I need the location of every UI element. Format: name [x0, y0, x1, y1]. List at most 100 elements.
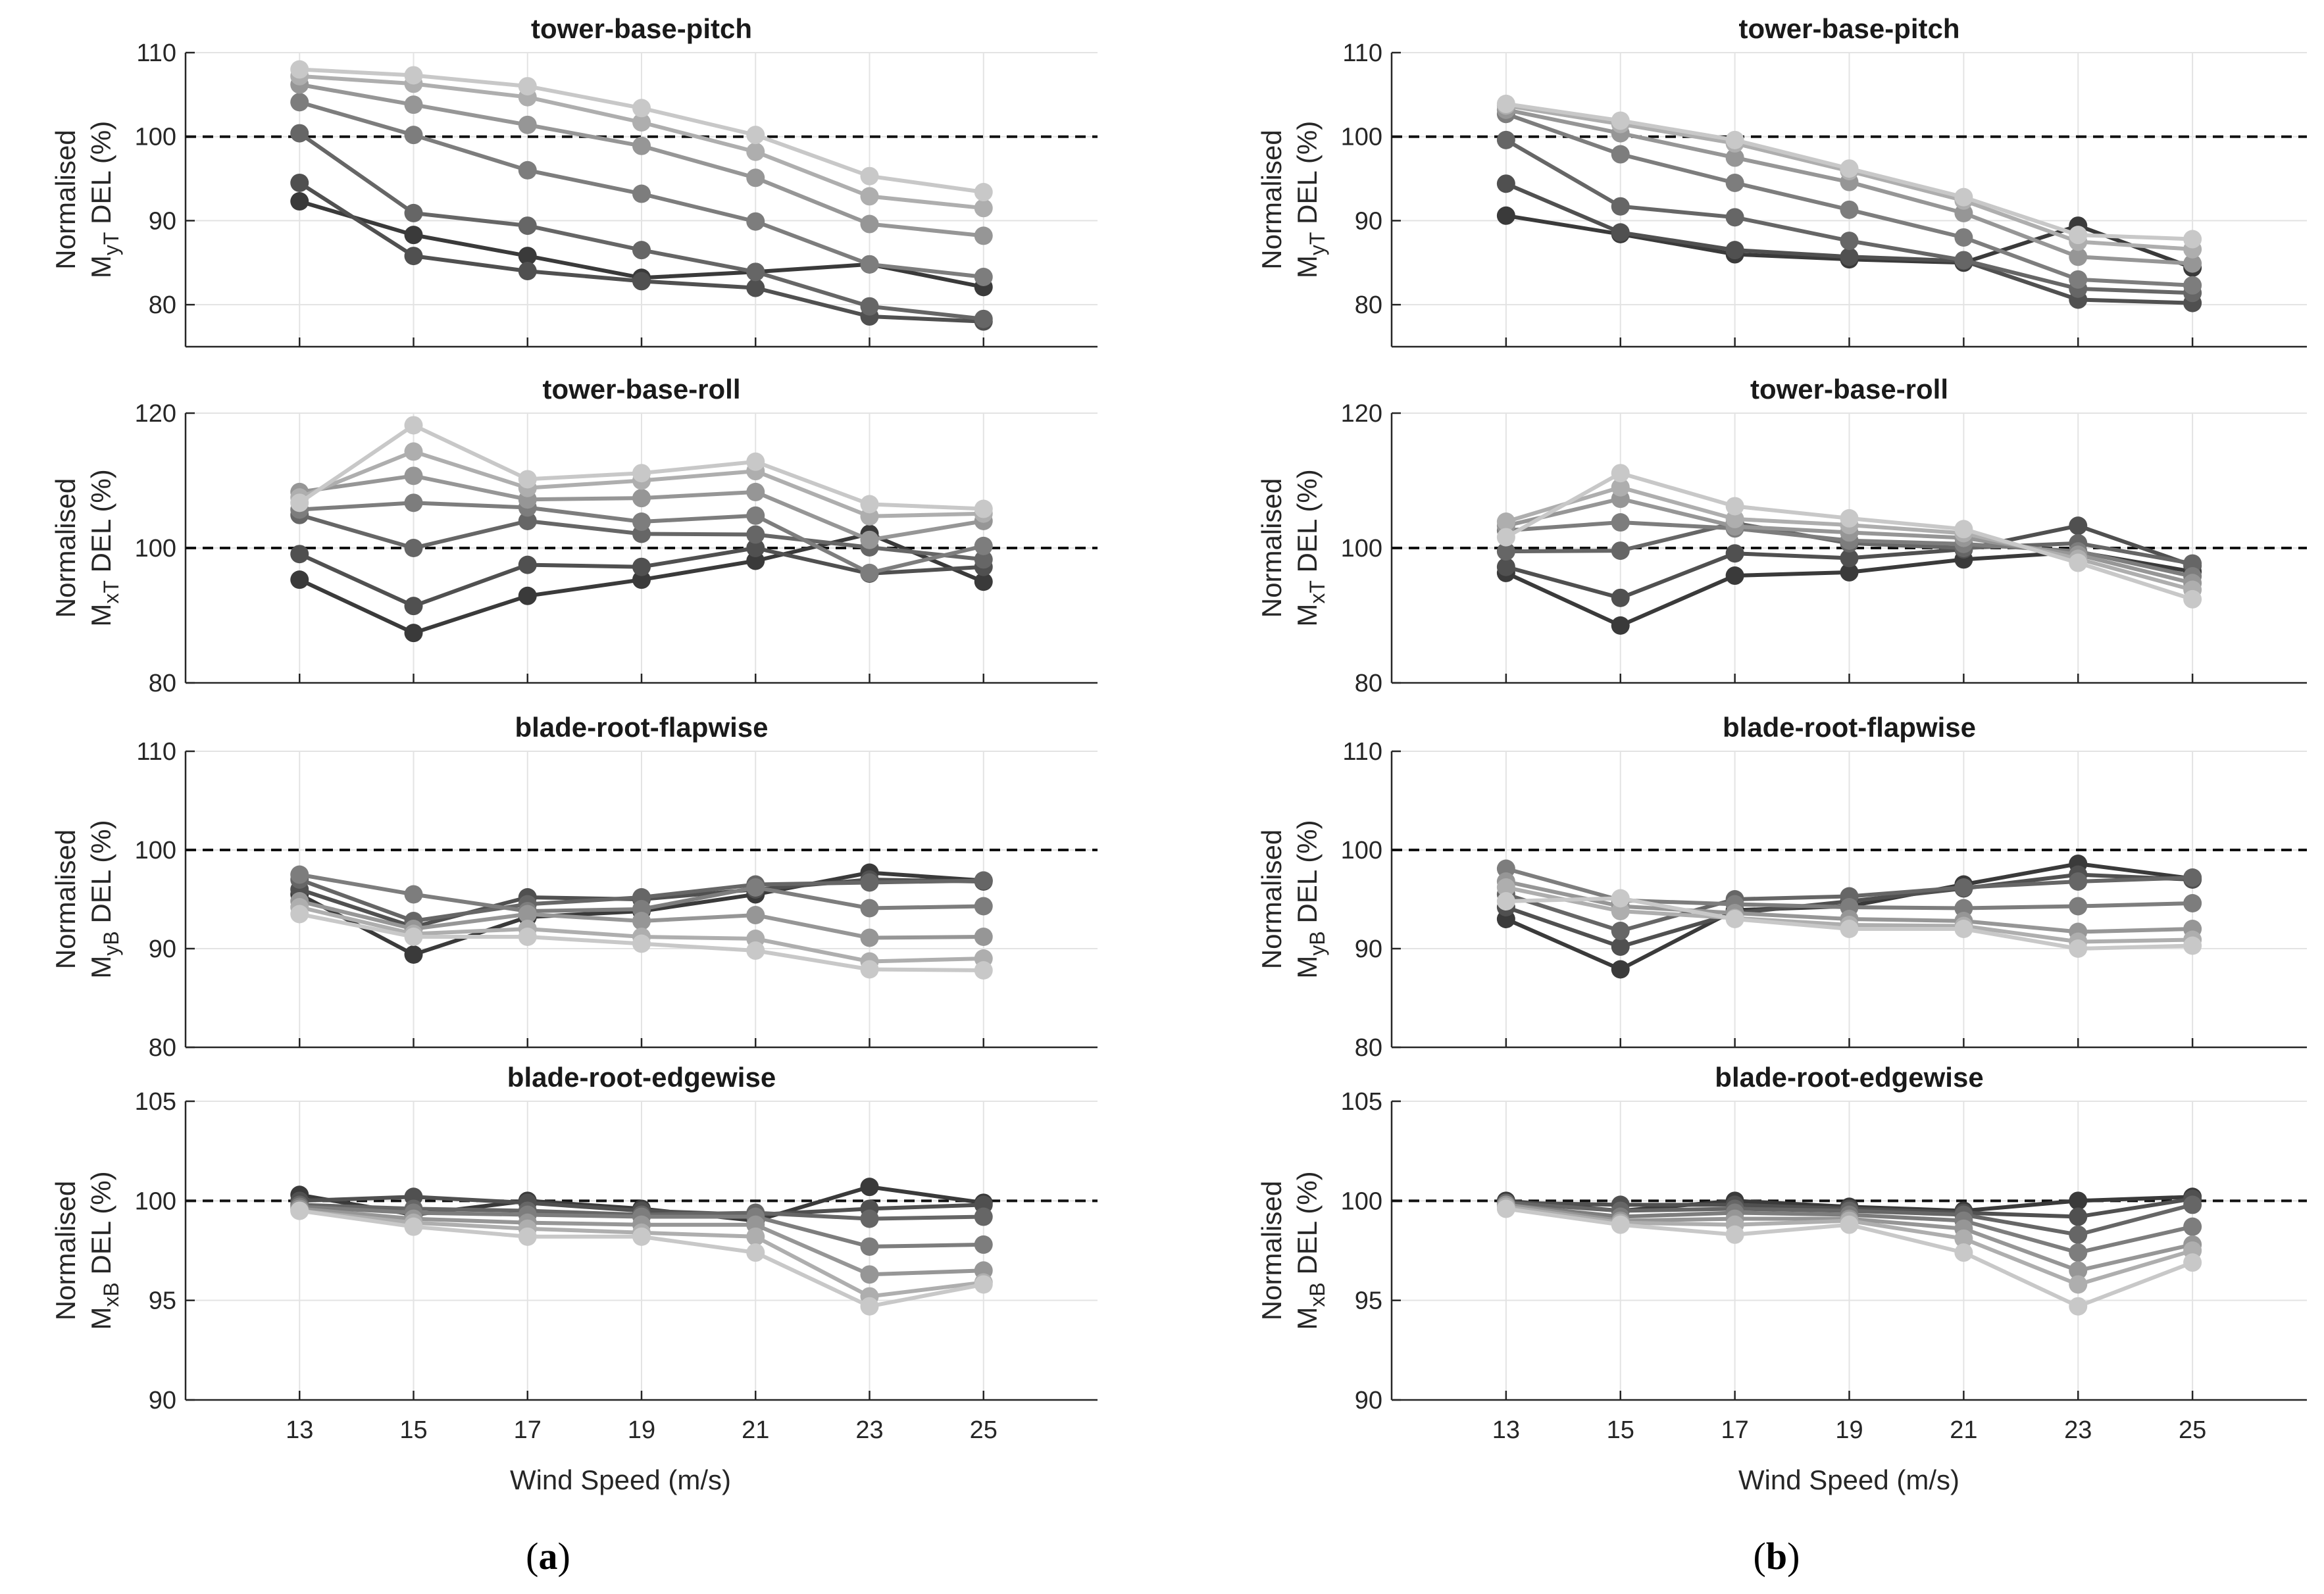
- data-point-s7: [290, 60, 309, 79]
- data-point-s5: [746, 482, 765, 501]
- y-tick-label: 110: [1342, 39, 1382, 67]
- x-axis-label-a: Wind Speed (m/s): [510, 1464, 731, 1495]
- y-tick-label: 105: [1341, 1088, 1382, 1116]
- data-point-s6: [404, 442, 423, 461]
- y-tick-label: 80: [1355, 670, 1382, 697]
- y-axis-label: Normalised MxB DEL (%): [50, 1171, 123, 1330]
- data-point-s4: [860, 1237, 879, 1256]
- data-point-s2: [1725, 544, 1744, 563]
- data-point-s1: [632, 570, 651, 589]
- data-point-s7: [1954, 187, 1973, 207]
- data-point-s3: [1725, 208, 1744, 227]
- y-tick-label: 80: [1355, 1034, 1382, 1062]
- data-point-s6: [860, 187, 879, 206]
- data-point-s7: [1611, 1215, 1630, 1234]
- data-point-s1: [290, 570, 309, 589]
- data-point-s5: [974, 226, 993, 245]
- data-point-s5: [746, 168, 765, 187]
- x-tick-label: 15: [1607, 1416, 1634, 1444]
- data-point-s6: [1611, 902, 1630, 920]
- y-axis-label: Normalised MxB DEL (%): [1256, 1171, 1329, 1330]
- data-point-s6: [632, 113, 651, 132]
- data-point-s2: [1725, 241, 1744, 260]
- data-point-s3: [746, 262, 765, 282]
- caption-a: (a): [526, 1535, 570, 1578]
- y-tick-label: 120: [135, 400, 176, 428]
- data-point-s4: [746, 878, 765, 897]
- data-point-s7: [2183, 589, 2202, 609]
- data-point-s6: [1611, 478, 1630, 497]
- data-point-s7: [860, 495, 879, 514]
- data-point-s4: [974, 1235, 993, 1254]
- data-point-s4: [2069, 1243, 2088, 1262]
- data-point-s4: [1954, 228, 1973, 247]
- data-point-s5: [860, 928, 879, 947]
- y-tick-label: 90: [149, 207, 176, 235]
- data-point-s2: [404, 247, 423, 266]
- data-point-s7: [1496, 528, 1515, 547]
- data-point-s2: [2069, 1207, 2088, 1226]
- data-point-s6: [2069, 1275, 2088, 1294]
- data-point-s1: [404, 945, 423, 964]
- y-axis-label: Normalised MyT DEL (%): [50, 121, 123, 278]
- data-point-s3: [2069, 872, 2088, 891]
- data-point-s7: [2183, 230, 2202, 249]
- x-tick-label: 21: [1950, 1416, 1977, 1444]
- data-point-s7: [404, 416, 423, 435]
- data-point-s3: [2183, 1195, 2202, 1214]
- data-point-s2: [518, 555, 537, 574]
- data-point-s7: [2069, 553, 2088, 572]
- x-tick-label: 13: [1492, 1416, 1520, 1444]
- data-point-s3: [518, 216, 537, 236]
- data-point-s7: [1725, 130, 1744, 149]
- data-point-s6: [1496, 878, 1515, 897]
- data-point-s6: [746, 142, 765, 161]
- data-point-s5: [518, 905, 537, 924]
- panel-b-tower-base-roll: 80 100 120 tower-base-roll Normalised MxT DEL…: [1256, 374, 2307, 697]
- data-point-s7: [974, 183, 993, 202]
- data-point-s7: [1725, 910, 1744, 928]
- data-point-s3: [860, 873, 879, 892]
- y-tick-label: 95: [1355, 1287, 1382, 1315]
- data-point-s3: [1840, 232, 1859, 251]
- data-point-s7: [518, 928, 537, 946]
- panel-title: tower-base-pitch: [531, 13, 752, 44]
- data-point-s1: [518, 586, 537, 605]
- y-tick-label: 80: [1355, 291, 1382, 319]
- data-point-s7: [1496, 94, 1515, 113]
- data-point-s2: [1611, 223, 1630, 242]
- data-point-s2: [1611, 937, 1630, 956]
- data-point-s6: [1725, 509, 1744, 528]
- data-point-s7: [974, 1275, 993, 1294]
- data-point-s7: [1840, 509, 1859, 528]
- data-point-s4: [746, 212, 765, 231]
- data-point-s4: [1840, 200, 1859, 219]
- data-point-s1: [518, 247, 537, 266]
- data-point-s1: [1840, 562, 1859, 582]
- data-point-s4: [1725, 173, 1744, 192]
- data-point-s6: [1954, 1229, 1973, 1248]
- data-point-s4: [1611, 513, 1630, 532]
- y-tick-label: 95: [149, 1287, 176, 1315]
- panel-b-blade-root-edgewise: 90 95 100 105 13 15 17 19 21 23 25 blade-root-edgew…: [1256, 1062, 2307, 1444]
- panel-title: blade-root-edgewise: [507, 1062, 776, 1093]
- data-point-s3: [1496, 542, 1515, 561]
- panel-title: blade-root-edgewise: [1715, 1062, 1983, 1093]
- data-point-s3: [2183, 554, 2202, 573]
- data-point-s5: [632, 912, 651, 930]
- data-point-s7: [1954, 1243, 1973, 1262]
- panel-a-tower-base-roll: 80 100 120 tower-base-roll Normalised MxT DEL…: [50, 374, 1098, 697]
- data-point-s4: [974, 536, 993, 555]
- data-point-s4: [2183, 894, 2202, 912]
- data-point-s4: [2183, 276, 2202, 295]
- data-point-s3: [2183, 868, 2202, 887]
- data-point-s3: [518, 512, 537, 530]
- data-point-s3: [974, 871, 993, 890]
- y-tick-label: 110: [1342, 738, 1382, 766]
- data-point-s4: [1954, 899, 1973, 918]
- panel-a-blade-root-edgewise: 90 95 100 105 13 15 17 19 21 23 25 blade-root-edgew…: [50, 1062, 1098, 1444]
- data-point-s7: [632, 1227, 651, 1246]
- data-point-s7: [1725, 1225, 1744, 1244]
- x-tick-label: 17: [1721, 1416, 1748, 1444]
- x-axis-label-b: Wind Speed (m/s): [1738, 1464, 1959, 1495]
